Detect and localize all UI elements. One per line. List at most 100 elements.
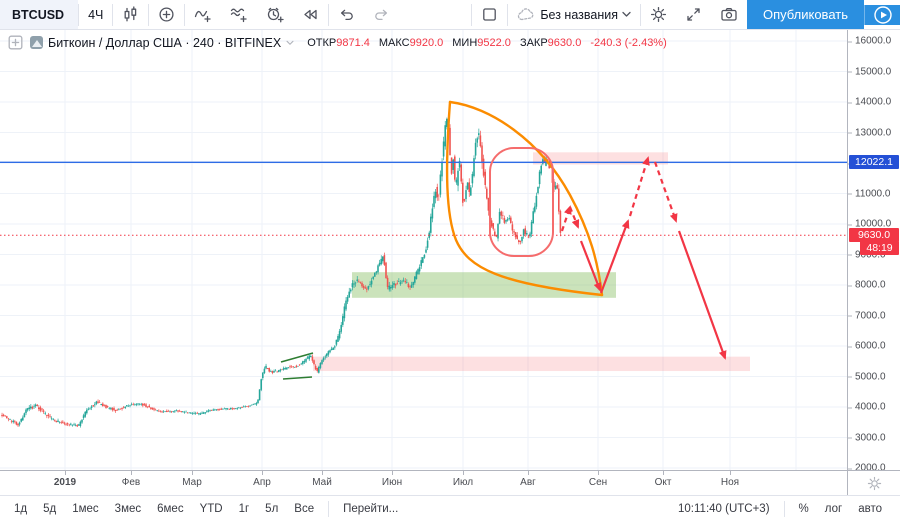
candles bbox=[1, 112, 562, 428]
time-tick-label: Авг bbox=[520, 477, 536, 488]
layout-button[interactable] bbox=[472, 0, 507, 29]
scale-mode-авто[interactable]: авто bbox=[858, 503, 882, 515]
chevron-down-icon bbox=[286, 40, 294, 46]
range-button-3мес[interactable]: 3мес bbox=[114, 503, 142, 515]
time-tick-mark bbox=[730, 471, 731, 475]
cloud-icon bbox=[517, 7, 536, 22]
time-axis[interactable]: 2019 Фев Мар Апр Май Июн Июл Авг Сен Окт Ноя bbox=[0, 470, 900, 495]
support-zone bbox=[352, 272, 616, 298]
target-zone bbox=[313, 356, 750, 372]
replay-button[interactable] bbox=[293, 0, 328, 29]
redo-button[interactable] bbox=[364, 0, 399, 29]
time-tick-label: Май bbox=[312, 477, 332, 488]
trend-curve bbox=[445, 100, 604, 297]
range-button-6мес[interactable]: 6мес bbox=[157, 503, 184, 515]
indicator-wave-plus-icon bbox=[194, 6, 212, 23]
time-tick-label: Сен bbox=[588, 477, 608, 488]
axis-settings-button[interactable] bbox=[847, 471, 900, 495]
time-tick-label: Окт bbox=[654, 477, 672, 488]
redo-arrow-icon bbox=[373, 6, 390, 23]
indicators-button[interactable] bbox=[185, 0, 221, 29]
price-tick-label: 3000.0 bbox=[848, 432, 886, 443]
quick-panel-button[interactable] bbox=[864, 4, 900, 25]
cloud-save-button[interactable]: Без названия bbox=[508, 0, 640, 29]
exchange-logo bbox=[30, 36, 43, 49]
undo-button[interactable] bbox=[329, 0, 364, 29]
price-tick-label: 5000.0 bbox=[848, 371, 886, 382]
time-tick-mark bbox=[262, 471, 263, 475]
layout-square-icon bbox=[481, 6, 498, 23]
range-button-1мес[interactable]: 1мес bbox=[72, 503, 99, 515]
chart-style-button[interactable] bbox=[113, 0, 148, 29]
range-button-все[interactable]: Все bbox=[294, 503, 315, 515]
forecast-arrow bbox=[628, 156, 650, 217]
divider bbox=[112, 3, 114, 26]
play-circle-icon bbox=[873, 5, 893, 25]
price-tick-label: 6000.0 bbox=[848, 340, 886, 352]
snapshot-button[interactable] bbox=[711, 0, 747, 29]
toolbar-left: BTCUSD 4Ч bbox=[0, 0, 399, 29]
price-tick-label: 11000.0 bbox=[847, 188, 891, 199]
time-tick-mark bbox=[598, 471, 599, 475]
plus-circle-icon bbox=[158, 6, 175, 23]
time-tick-mark bbox=[663, 471, 664, 475]
forecast-arrow bbox=[599, 219, 630, 294]
time-tick-label: Ноя bbox=[720, 477, 740, 488]
replay-icon bbox=[302, 6, 319, 23]
price-tick-label: 4000.0 bbox=[848, 401, 886, 413]
templates-button[interactable] bbox=[221, 0, 257, 29]
chart-properties-button[interactable] bbox=[641, 0, 676, 29]
time-tick-label: Июл bbox=[452, 477, 474, 488]
scale-mode-%[interactable]: % bbox=[798, 503, 809, 515]
range-button-5л[interactable]: 5л bbox=[265, 503, 279, 515]
range-button-5д[interactable]: 5д bbox=[43, 503, 57, 515]
price-chart-canvas[interactable] bbox=[0, 30, 847, 470]
fullscreen-icon bbox=[685, 6, 702, 23]
range-button-1г[interactable]: 1г bbox=[238, 503, 250, 515]
forecast-arrow bbox=[677, 230, 727, 360]
price-axis[interactable]: 16000.015000.014000.013000.012000.011000… bbox=[847, 30, 900, 474]
symbol-title-text: Биткоин / Доллар США · 240 · BITFINEX bbox=[48, 35, 282, 50]
symbol-title[interactable]: Биткоин / Доллар США · 240 · BITFINEX bbox=[30, 36, 294, 50]
legend-stat: ЗАКР9630.0 bbox=[519, 36, 582, 49]
price-tick-label: 16000.0 bbox=[847, 35, 892, 47]
undo-arrow-icon bbox=[338, 6, 355, 23]
plus-box-icon[interactable] bbox=[8, 35, 23, 50]
clock[interactable]: 10:11:40 (UTC+3) bbox=[678, 503, 770, 515]
legend-stat: МАКС9920.0 bbox=[378, 36, 444, 49]
price-tick-label: 14000.0 bbox=[847, 96, 892, 108]
chart-area: Биткоин / Доллар США · 240 · BITFINEX ОТ… bbox=[0, 30, 900, 474]
time-tick-mark bbox=[192, 471, 193, 475]
legend-change: -240.3 (-2.43%) bbox=[590, 36, 667, 49]
symbol-button[interactable]: BTCUSD bbox=[0, 0, 79, 29]
divider bbox=[328, 501, 330, 517]
toolbar-right: Без названия Опубликовать bbox=[471, 0, 900, 29]
range-buttons: 1д 5д 1мес 3мес 6мес YTD 1г 5л Все Перейти... bbox=[6, 496, 406, 522]
interval-button[interactable]: 4Ч bbox=[88, 7, 104, 22]
ohlc-stats: ОТКР9871.4 МАКС9920.0 МИН9522.0 ЗАКР9630.0-… bbox=[307, 37, 667, 49]
divider bbox=[184, 3, 186, 26]
chevron-down-icon bbox=[622, 11, 631, 18]
top-toolbar: BTCUSD 4Ч bbox=[0, 0, 900, 30]
time-tick-label: 2019 bbox=[53, 477, 77, 488]
scale-mode-лог[interactable]: лог bbox=[824, 503, 843, 515]
alert-button[interactable] bbox=[257, 0, 293, 29]
divider bbox=[148, 3, 150, 26]
time-tick-mark bbox=[528, 471, 529, 475]
divider bbox=[78, 3, 80, 26]
price-tick-label: 10000.0 bbox=[847, 218, 892, 230]
goto-date-button[interactable]: Перейти... bbox=[343, 503, 399, 515]
range-button-1д[interactable]: 1д bbox=[14, 503, 28, 515]
publish-button[interactable]: Опубликовать bbox=[746, 0, 864, 29]
price-tick-label: 13000.0 bbox=[847, 127, 892, 138]
time-tick-label: Июн bbox=[381, 477, 403, 488]
alarm-clock-plus-icon bbox=[266, 6, 285, 23]
channel-line bbox=[280, 352, 314, 363]
range-button-ytd[interactable]: YTD bbox=[199, 503, 223, 515]
time-tick-mark bbox=[65, 471, 66, 475]
legend-stat: ОТКР9871.4 bbox=[307, 36, 370, 49]
consolidation-box bbox=[489, 147, 554, 257]
forecast-arrow bbox=[568, 206, 580, 229]
compare-button[interactable] bbox=[149, 0, 184, 29]
fullscreen-button[interactable] bbox=[676, 0, 711, 29]
